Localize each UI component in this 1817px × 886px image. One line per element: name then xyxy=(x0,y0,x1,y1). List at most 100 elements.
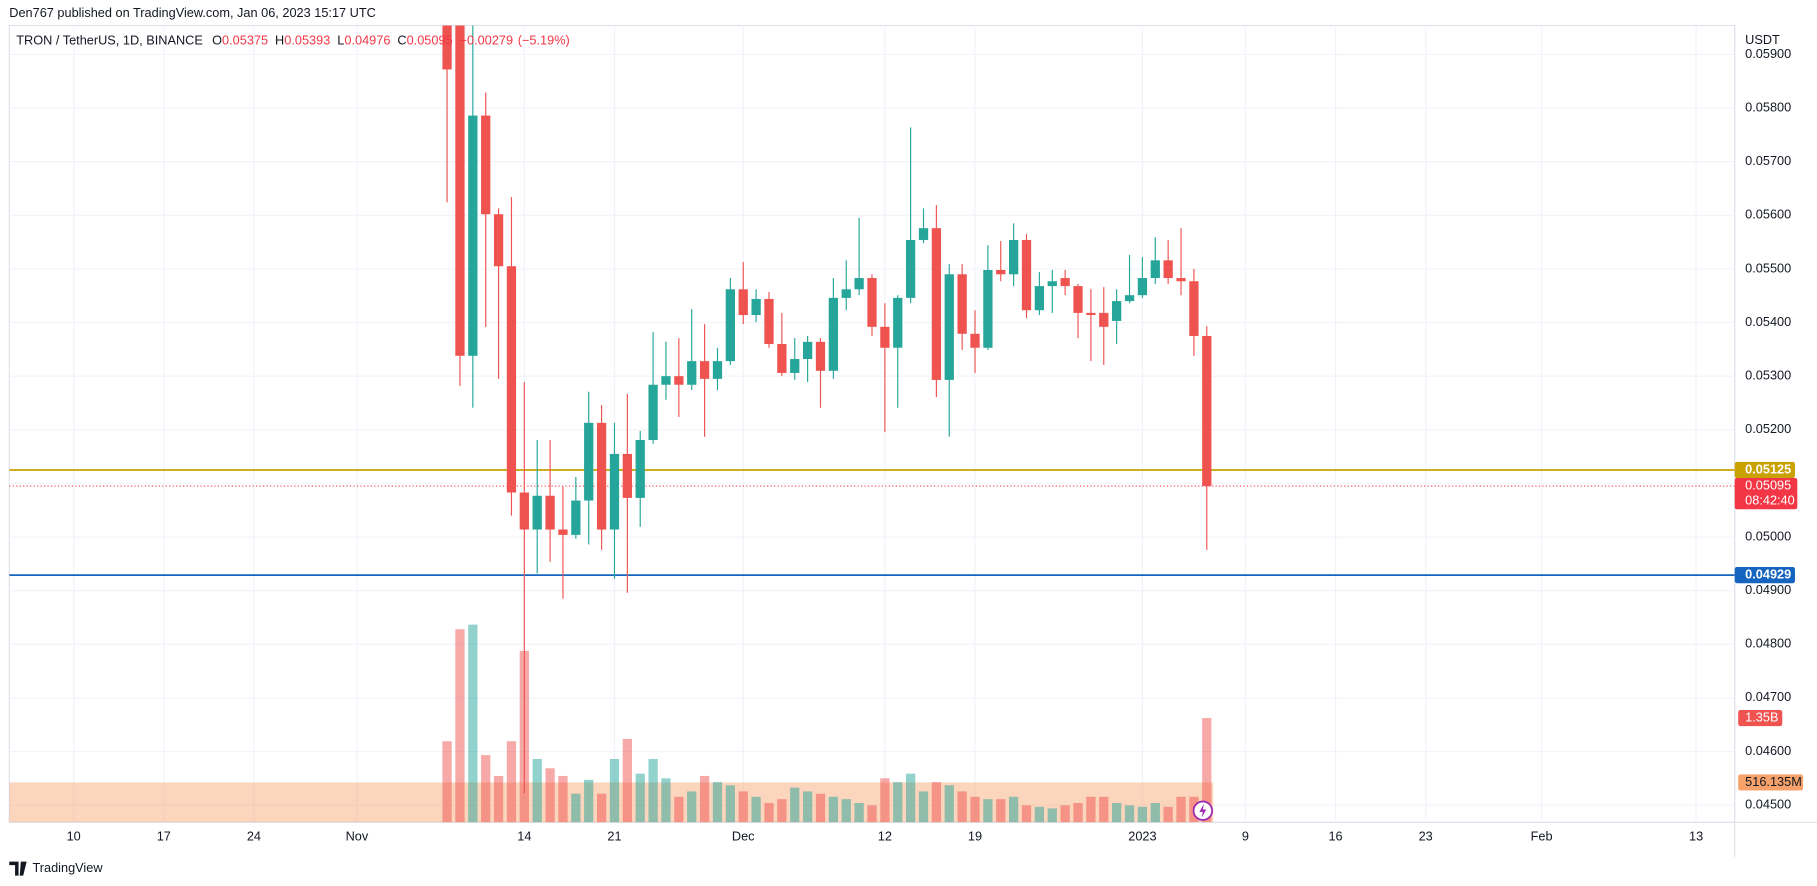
volume-bar xyxy=(918,791,929,823)
candle-body xyxy=(1021,239,1032,311)
volume-ma-label-box xyxy=(1738,774,1804,791)
y-tick-label: 0.05400 xyxy=(1745,314,1791,329)
x-tick-label: 9 xyxy=(1242,829,1249,844)
candle-body xyxy=(944,274,954,380)
candle-body xyxy=(841,289,851,298)
y-tick-label: 0.05600 xyxy=(1745,207,1791,222)
candle-body xyxy=(983,269,993,348)
candle-body xyxy=(532,495,542,530)
volume-bar xyxy=(1176,796,1186,823)
x-tick-label: Feb xyxy=(1531,829,1553,844)
candle-body xyxy=(648,384,658,440)
candle-body xyxy=(584,422,594,501)
candle-body xyxy=(1099,312,1109,327)
candle-body xyxy=(609,453,620,530)
candle-body xyxy=(802,341,813,360)
legend-value: 0.05095 xyxy=(407,33,453,48)
candle-body xyxy=(1124,295,1135,302)
volume-bar xyxy=(931,782,942,823)
level-label: 0.04929 xyxy=(1745,566,1791,581)
volume-bar xyxy=(1021,805,1032,823)
candle-body xyxy=(1202,335,1212,487)
candle-body xyxy=(622,453,632,498)
volume-bar xyxy=(532,758,542,823)
axes: 0.05900 0.05800 0.05700 0.05600 0.05500 0.054… xyxy=(67,46,1804,844)
x-tick-label: Nov xyxy=(346,829,369,844)
candle-body xyxy=(996,269,1006,275)
volume-bar xyxy=(596,793,607,823)
price-lines xyxy=(9,469,1735,576)
volume-bar xyxy=(712,782,723,823)
volume-bar xyxy=(725,785,735,823)
candle-body xyxy=(635,439,645,498)
candle-body xyxy=(506,266,517,493)
footer-brand: TradingView xyxy=(32,860,103,875)
candle-body xyxy=(815,341,826,371)
volume-bar xyxy=(661,778,671,823)
candle-body xyxy=(970,333,980,348)
volume-bar xyxy=(738,791,748,823)
volume-bar xyxy=(455,629,465,823)
countdown-label: 08:42:40 xyxy=(1745,493,1795,508)
candle-body xyxy=(596,422,607,530)
volume-bar xyxy=(1073,802,1083,823)
level-label: 0.05125 xyxy=(1745,461,1791,476)
volume-bar xyxy=(1150,802,1160,823)
y-unit: USDT xyxy=(1745,32,1780,47)
y-tick-label: 0.04800 xyxy=(1745,636,1791,651)
candle-body xyxy=(880,326,890,348)
volume-bar xyxy=(1202,718,1212,823)
legend-key: L xyxy=(337,33,344,48)
volume-bar xyxy=(777,799,787,823)
volume-pane xyxy=(9,624,1214,823)
legend-value: 0.05375 xyxy=(222,33,268,48)
y-tick-label: 0.05300 xyxy=(1745,368,1791,383)
volume-bar xyxy=(944,785,954,823)
volume-bar xyxy=(957,791,967,823)
volume-bar xyxy=(481,755,491,823)
legend-value: 0.04976 xyxy=(344,33,390,48)
x-tick-label: Dec xyxy=(732,829,755,844)
candle-body xyxy=(1086,312,1096,316)
x-tick-label: 21 xyxy=(607,829,621,844)
volume-bar xyxy=(867,805,877,823)
volume-label-box xyxy=(1738,709,1783,727)
level-label-box xyxy=(1734,461,1795,479)
legend: TRON / TetherUS, 1D, BINANCE O0.05375 H0.0… xyxy=(16,33,570,48)
candle-body xyxy=(1150,260,1160,279)
volume-bar xyxy=(1124,805,1135,823)
last-price-box xyxy=(1734,477,1798,510)
candle-body xyxy=(674,376,684,385)
volume-bar xyxy=(790,787,800,823)
y-tick-label: 0.05900 xyxy=(1745,46,1791,61)
volume-bar xyxy=(905,773,916,823)
volume-bar xyxy=(584,779,594,823)
candle-body xyxy=(699,361,710,379)
legend-value: 0.05393 xyxy=(284,33,330,48)
y-tick-label: 0.05500 xyxy=(1745,260,1791,275)
volume-bar xyxy=(571,793,581,823)
volume-bar xyxy=(1047,808,1057,823)
y-tick-label: 0.05700 xyxy=(1745,153,1791,168)
alert-icon xyxy=(1192,800,1213,821)
candle-body xyxy=(1176,278,1186,282)
y-tick-label: 0.05200 xyxy=(1745,421,1791,436)
x-tick-label: 14 xyxy=(517,829,531,844)
legend-key: O xyxy=(212,33,222,48)
symbol-title: TRON / TetherUS, 1D, BINANCE xyxy=(16,33,203,48)
volume-bar xyxy=(468,624,478,823)
volume-bar xyxy=(622,738,632,823)
candle-body xyxy=(893,297,903,348)
volume-bar xyxy=(970,796,980,823)
legend-key: C xyxy=(397,33,406,48)
volume-bar xyxy=(1060,805,1070,823)
candle-body xyxy=(931,228,942,380)
volume-bar xyxy=(1034,806,1045,823)
candle-body xyxy=(725,289,735,362)
volume-bar xyxy=(1009,796,1019,823)
last-price-label: 0.05095 xyxy=(1745,477,1791,492)
candle-body xyxy=(1060,278,1070,287)
y-tick-label: 0.05800 xyxy=(1745,99,1791,114)
